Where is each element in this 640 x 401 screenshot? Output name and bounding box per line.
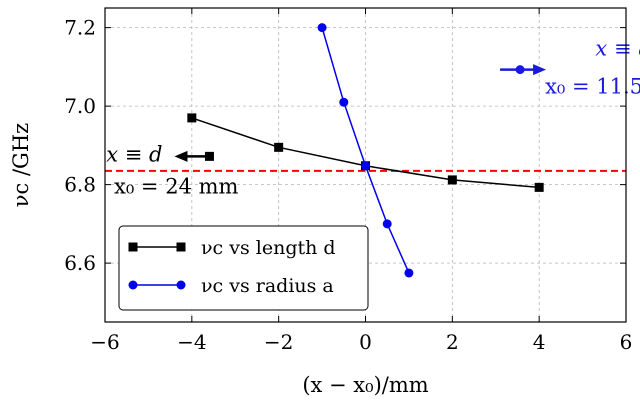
x-tick-label: 6	[620, 330, 633, 354]
annotation-layer: x ≡ d x₀ = 24 mm x ≡ a x₀ = 11.5 mm	[106, 37, 640, 199]
data-point	[447, 175, 457, 185]
annotation-marker	[204, 151, 214, 161]
x-axis-label: (x − x₀)/mm	[302, 373, 428, 397]
x-tick-label: −6	[90, 330, 119, 354]
annotation-label-2: x₀ = 24 mm	[114, 174, 239, 198]
annotation-arrowhead	[174, 150, 188, 162]
series-layer	[187, 23, 544, 278]
y-tick-label: 7.0	[64, 94, 96, 118]
annotation-a: x ≡ a x₀ = 11.5 mm	[500, 37, 640, 99]
x-tick-label: −4	[177, 330, 206, 354]
series-1	[317, 23, 414, 278]
ticks: −6 −4 −2 0 2 4 6 6.6 6.8 7.0 7.2	[64, 8, 632, 354]
annotation-label-2: x₀ = 11.5 mm	[545, 75, 640, 99]
data-point	[339, 97, 349, 107]
data-point	[361, 161, 370, 171]
data-point	[187, 113, 197, 123]
x-tick-label: 2	[446, 330, 459, 354]
annotation-label-1: x ≡ d	[106, 142, 162, 166]
legend-marker	[176, 280, 186, 290]
data-point	[404, 268, 414, 278]
data-point	[274, 142, 284, 152]
y-tick-label: 7.2	[64, 16, 96, 40]
legend-label: νc vs length d	[201, 237, 336, 259]
annotation-d: x ≡ d x₀ = 24 mm	[106, 142, 238, 198]
x-tick-label: 0	[359, 330, 372, 354]
legend-marker	[128, 242, 138, 252]
legend-marker	[128, 280, 138, 290]
annotation-label-1: x ≡ a	[595, 37, 640, 61]
legend: νc vs length d νc vs radius a	[118, 225, 369, 311]
annotation-arrowhead	[533, 64, 547, 76]
legend-marker	[176, 242, 186, 252]
x-tick-label: 4	[533, 330, 546, 354]
legend-label: νc vs radius a	[201, 275, 334, 297]
y-tick-label: 6.8	[64, 173, 96, 197]
data-point	[534, 182, 544, 192]
y-axis-label: νc /GHz	[9, 123, 33, 207]
annotation-marker	[515, 65, 525, 75]
data-point	[382, 219, 392, 229]
data-point	[317, 23, 327, 33]
x-tick-label: −2	[264, 330, 293, 354]
y-tick-label: 6.6	[64, 251, 96, 275]
